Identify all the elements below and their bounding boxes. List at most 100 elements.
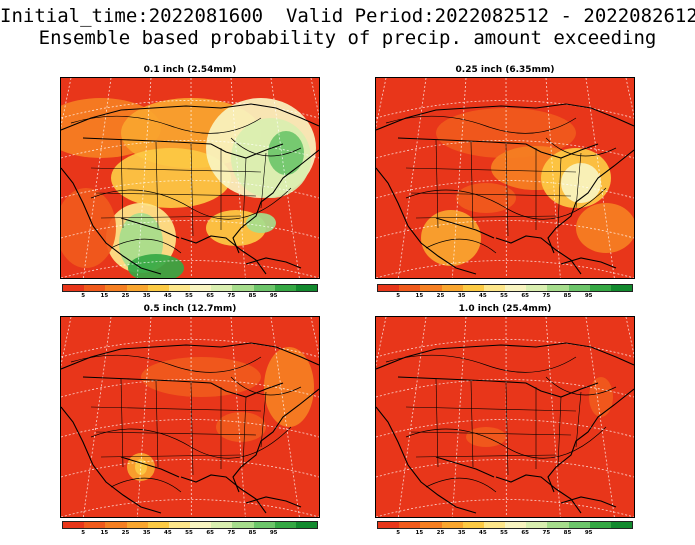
colorbar-swatch (84, 285, 106, 291)
colorbar-swatch (168, 522, 191, 528)
probability-area (111, 148, 231, 208)
coastline (82, 376, 284, 398)
state-border (155, 380, 159, 468)
state-border (190, 143, 194, 237)
colorbar-swatch (126, 522, 148, 528)
latitude-line (376, 419, 634, 438)
colorbar-label: 85 (248, 293, 257, 299)
colorbar-swatch (526, 522, 548, 528)
probability-area (561, 163, 601, 203)
probability-area (589, 377, 613, 417)
colorbar-swatch (168, 285, 191, 291)
colorbar-label: 85 (563, 530, 572, 536)
colorbar-label: 55 (185, 293, 193, 299)
state-border (260, 391, 267, 448)
longitude-line (230, 78, 246, 278)
colorbar-label: 65 (521, 293, 529, 299)
colorbar-label: 85 (563, 293, 572, 299)
colorbar-label: 95 (269, 293, 278, 299)
colorbar-swatch (399, 285, 421, 291)
coastline (397, 376, 599, 398)
state-border (557, 157, 562, 229)
colorbar-label: 85 (248, 530, 257, 536)
colorbar-swatch (462, 285, 484, 291)
colorbar-labels: 5 15 25 35 45 55 65 75 85 95 (62, 293, 316, 301)
colorbar-swatch (483, 522, 506, 528)
state-border (505, 143, 509, 237)
latitude-line (376, 260, 634, 278)
colorbar-label: 65 (206, 293, 214, 299)
contour-line (545, 376, 617, 396)
contour-line (545, 137, 617, 157)
coastline (180, 474, 267, 514)
state-border (410, 431, 572, 436)
coastline (560, 496, 617, 508)
contour-line (425, 238, 497, 254)
latitude-line (376, 499, 634, 517)
state-border (242, 396, 247, 468)
colorbar-label: 5 (396, 530, 401, 536)
state-border (435, 139, 439, 229)
contour-line (110, 238, 182, 254)
state-border (90, 167, 262, 173)
longitude-line (397, 78, 427, 278)
contour-line (110, 477, 182, 493)
colorbar-swatch (420, 522, 442, 528)
colorbar-swatch (462, 522, 484, 528)
coastline (232, 388, 319, 493)
latitude-line (61, 379, 319, 398)
colorbar-label: 25 (121, 293, 130, 299)
state-border (575, 391, 582, 448)
colorbar-label: 35 (457, 530, 466, 536)
colorbar-swatch (126, 285, 148, 291)
colorbar-label: 5 (81, 293, 86, 299)
coastline (547, 149, 634, 254)
longitude-line (585, 78, 615, 278)
colorbar-label: 5 (396, 293, 401, 299)
colorbar-swatch (483, 285, 506, 291)
state-border (405, 167, 577, 173)
state-border (190, 382, 194, 476)
colorbar-swatch (295, 522, 318, 528)
longitude-line (451, 317, 467, 517)
colorbar-label: 75 (227, 293, 236, 299)
coastline (376, 103, 634, 131)
probability-map (60, 77, 320, 279)
latitude-line (376, 379, 634, 398)
colorbar-swatch (147, 285, 169, 291)
state-border (90, 406, 262, 412)
latitude-line (61, 459, 319, 478)
latitude-line (376, 220, 634, 239)
colorbar-swatch (232, 285, 254, 291)
colorbar-swatch (211, 285, 233, 291)
colorbar-label: 15 (415, 530, 424, 536)
colorbar-swatch (547, 522, 569, 528)
colorbar (62, 521, 318, 529)
colorbar-labels: 5 15 25 35 45 55 65 75 85 95 (62, 530, 316, 538)
colorbar-swatch (274, 285, 296, 291)
latitude-line (376, 100, 634, 119)
colorbar-swatch (505, 522, 527, 528)
colorbar-swatch (547, 285, 569, 291)
coastline (61, 167, 162, 275)
coastline (61, 342, 319, 370)
state-border (95, 192, 257, 197)
state-border (100, 215, 242, 219)
colorbar-swatch (190, 285, 212, 291)
longitude-line (397, 317, 427, 517)
colorbar-label: 35 (142, 293, 151, 299)
colorbar-label: 35 (142, 530, 151, 536)
longitude-line (230, 317, 246, 517)
colorbar-labels: 5 15 25 35 45 55 65 75 85 95 (377, 530, 631, 538)
probability-map (60, 316, 320, 518)
colorbar-swatch (399, 522, 421, 528)
state-border (95, 431, 257, 436)
probability-area (135, 459, 147, 475)
coastline (376, 406, 477, 514)
contour-line (425, 477, 497, 493)
header-title-line2: Ensemble based probability of precip. am… (38, 27, 657, 49)
colorbar-label: 45 (479, 293, 487, 299)
colorbar-swatch (441, 285, 463, 291)
latitude-line (376, 459, 634, 478)
colorbar-swatch (420, 285, 442, 291)
